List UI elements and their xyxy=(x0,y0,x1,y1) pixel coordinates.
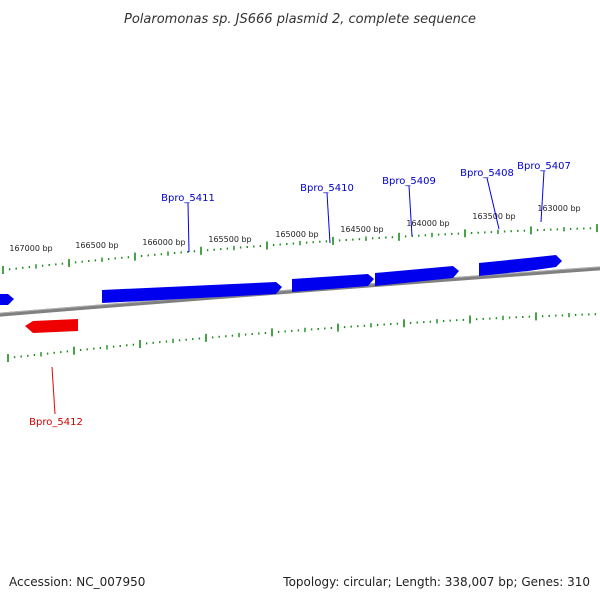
inner-tick-track xyxy=(7,312,597,362)
gene-leader-lines xyxy=(51,170,545,415)
leader-line-bpro-5407 xyxy=(540,170,545,223)
gene-arrow-bpro-5410[interactable] xyxy=(292,274,374,292)
tick-label: 165500 bp xyxy=(208,235,251,244)
outer-tick-track xyxy=(2,224,598,274)
leader-line-bpro-5408 xyxy=(486,177,500,230)
gene-label-bpro-5410[interactable]: Bpro_5410 xyxy=(300,183,354,194)
leader-line-bpro-5409 xyxy=(408,185,413,237)
gene-label-bpro-5409[interactable]: Bpro_5409 xyxy=(382,176,436,187)
gene-arrow-bpro-5412[interactable] xyxy=(25,319,78,333)
leader-line-bpro-5411 xyxy=(187,202,190,253)
tick-label: 165000 bp xyxy=(275,230,318,239)
gene-arrow-bpro-5411[interactable] xyxy=(102,282,282,303)
reverse-strand-genes xyxy=(25,319,78,333)
gene-arrow-bpro-5408[interactable] xyxy=(479,258,528,276)
tick-label: 164500 bp xyxy=(340,225,383,234)
tick-labels: 167000 bp 166500 bp 166000 bp 165500 bp … xyxy=(9,204,580,253)
tick-label: 166500 bp xyxy=(75,241,118,250)
tick-label: 163000 bp xyxy=(537,204,580,213)
tick-label: 167000 bp xyxy=(9,244,52,253)
tick-label: 163500 bp xyxy=(472,212,515,221)
accession-text: Accession: NC_007950 xyxy=(9,575,145,589)
tick-label: 164000 bp xyxy=(406,219,449,228)
leader-line-bpro-5410 xyxy=(326,192,331,244)
gene-labels: Bpro_5411 Bpro_5410 Bpro_5409 Bpro_5408 … xyxy=(29,161,571,428)
gene-arrow-bpro-5409[interactable] xyxy=(375,266,459,286)
gene-label-bpro-5412[interactable]: Bpro_5412 xyxy=(29,417,83,428)
gene-label-bpro-5408[interactable]: Bpro_5408 xyxy=(460,168,514,179)
gene-arrow-partial[interactable] xyxy=(0,294,14,305)
backbone-arc xyxy=(0,266,600,317)
map-title: Polaromonas sp. JS666 plasmid 2, complet… xyxy=(124,12,476,27)
gene-arrow-bpro-5407[interactable] xyxy=(528,255,562,271)
gene-label-bpro-5411[interactable]: Bpro_5411 xyxy=(161,193,215,204)
gene-label-bpro-5407[interactable]: Bpro_5407 xyxy=(517,161,571,172)
tick-label: 166000 bp xyxy=(142,238,185,247)
leader-line-bpro-5412 xyxy=(51,366,56,415)
forward-strand-genes xyxy=(0,255,562,305)
topology-summary-text: Topology: circular; Length: 338,007 bp; … xyxy=(282,575,590,589)
